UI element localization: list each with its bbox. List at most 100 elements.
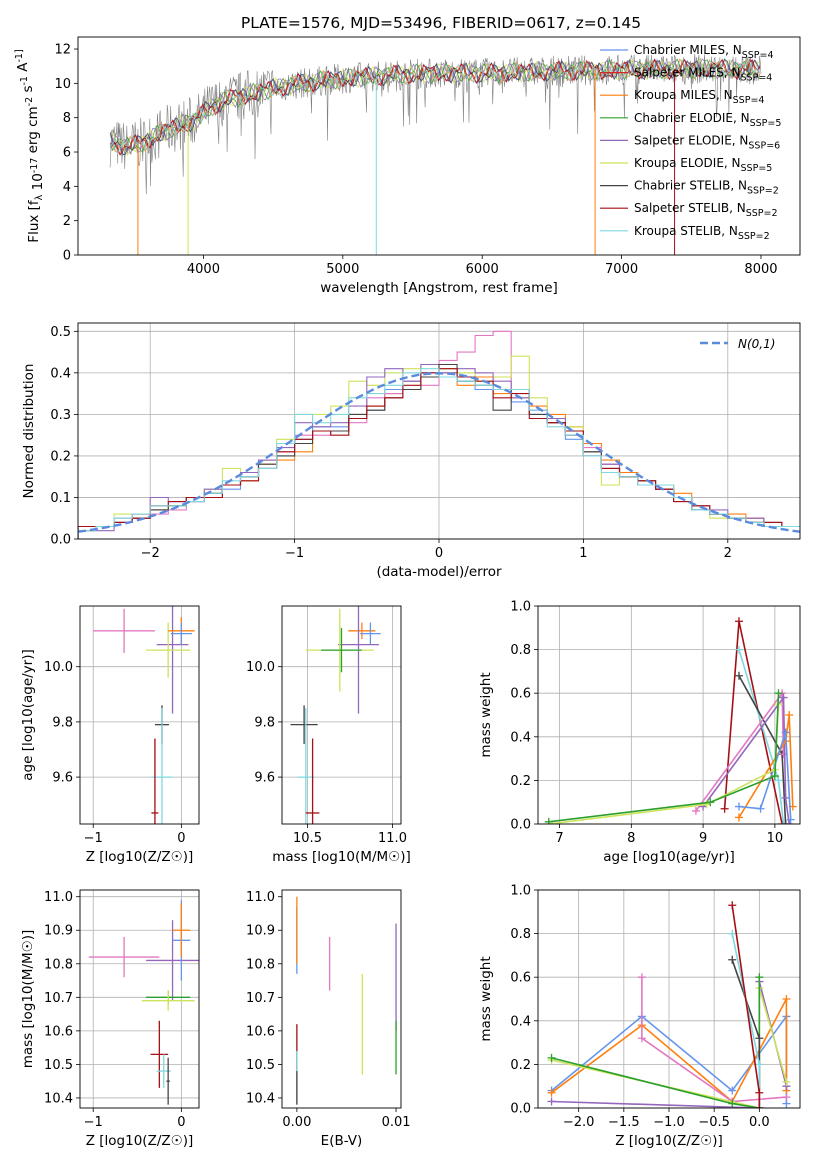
mass-weight-marker <box>755 1088 764 1097</box>
mass-weight-marker <box>774 776 783 785</box>
mass-weight-marker <box>637 1034 646 1043</box>
mass-weight-line <box>548 693 780 823</box>
legend-label: Kroupa MILES, NSSP=4 <box>634 88 764 106</box>
mass-weight-marker <box>786 815 795 824</box>
errorbar-point <box>172 903 191 958</box>
axes-mass-vs-EBV: 0.00 0.01 10.4 10.5 10.6 10.7 10.8 10.9 11.0 E(B-… <box>246 889 411 1149</box>
mass-weight-marker <box>756 804 765 813</box>
errorbar-point <box>338 606 379 714</box>
y-tick-label: 0.2 <box>510 1058 531 1073</box>
y-tick-label: 0.8 <box>510 927 531 942</box>
y-tick-label: 10.5 <box>44 1058 73 1073</box>
mass-weight-line <box>738 714 794 818</box>
plot-area-mass-weight-vs-Z <box>547 901 791 1108</box>
errorbar-point <box>305 738 320 824</box>
y-tick-label: 10 <box>54 77 71 92</box>
axes-frame <box>537 605 801 825</box>
spectrum-model-line <box>109 58 761 156</box>
plot-area-mass-weight-vs-age <box>544 617 797 824</box>
axes-frame <box>79 605 200 825</box>
x-axis-label: Z [log10(Z/Z☉)] <box>86 849 194 865</box>
y-axis-label: Normed distribution <box>21 364 37 499</box>
legend-label: Chabrier ELODIE, NSSP=5 <box>634 111 781 129</box>
x-tick-label: 5000 <box>326 262 359 277</box>
x-tick-label: 7000 <box>605 262 638 277</box>
axes-mass-weight-vs-age: 7 8 9 10 0.0 0.2 0.4 0.6 0.8 1.0 age [log10(age/yr… <box>478 600 801 865</box>
mass-weight-marker <box>637 973 646 982</box>
mass-weight-marker <box>734 617 743 626</box>
mass-weight-marker <box>781 728 790 737</box>
mass-weight-marker <box>728 901 737 910</box>
x-tick-label: −1.0 <box>653 1115 685 1130</box>
y-tick-label: 0.2 <box>50 449 71 464</box>
axes-frame <box>281 605 402 825</box>
x-tick-label: −1.5 <box>608 1115 640 1130</box>
errorbar-point <box>170 622 192 645</box>
y-tick-label: 0.6 <box>510 971 531 986</box>
y-tick-label: 4 <box>63 180 71 195</box>
y-tick-label: 10.8 <box>246 957 275 972</box>
y-tick-label: 10.6 <box>44 1024 73 1039</box>
mass-weight-marker <box>720 804 729 813</box>
y-tick-label: 10.9 <box>44 924 73 939</box>
axes-mass-vs-Z: −1 0 10.4 10.5 10.6 10.7 10.8 10.9 11.0 Z [log10(… <box>20 889 200 1149</box>
mass-weight-marker <box>779 693 788 702</box>
y-tick-label: 0.4 <box>50 366 71 381</box>
y-tick-label: 0.0 <box>510 1102 531 1117</box>
mass-weight-marker <box>734 802 743 811</box>
x-tick-label: −1 <box>84 1115 103 1130</box>
errorbar-point <box>151 738 159 824</box>
y-tick-label: 12 <box>54 43 71 58</box>
mass-weight-marker <box>728 1099 737 1108</box>
y-tick-label: 0.6 <box>510 687 531 702</box>
spectrum-model-line <box>109 58 761 155</box>
legend-label: Chabrier MILES, NSSP=4 <box>634 43 774 61</box>
errorbar-point <box>290 705 318 744</box>
spectrum-model-line <box>109 58 761 156</box>
mass-weight-marker <box>547 1088 556 1097</box>
x-tick-label: −2.0 <box>563 1115 595 1130</box>
x-tick-label: 0.01 <box>382 1115 411 1130</box>
mass-weight-marker <box>706 798 715 807</box>
y-tick-label: 10.6 <box>246 1024 275 1039</box>
mass-weight-marker <box>782 1093 791 1102</box>
mass-weight-marker <box>782 995 791 1003</box>
x-tick-label: 7 <box>555 831 563 846</box>
gaussian-curve <box>78 372 800 533</box>
plot-area-residuals <box>78 330 800 539</box>
y-axis-label: mass weight <box>478 672 494 757</box>
x-tick-label: 6000 <box>466 262 499 277</box>
axes-frame <box>79 889 200 1109</box>
histogram-step <box>78 368 800 539</box>
x-tick-label: −2 <box>141 546 160 561</box>
mass-weight-marker <box>547 1053 556 1062</box>
errorbar-point <box>297 708 315 824</box>
mass-weight-marker <box>547 1097 556 1106</box>
x-tick-label: 11.0 <box>378 831 407 846</box>
mass-weight-marker <box>728 955 737 964</box>
mass-weight-marker <box>691 806 700 815</box>
legend-label: Kroupa ELODIE, NSSP=5 <box>634 156 772 174</box>
mass-weight-marker <box>774 689 783 698</box>
y-tick-label: 10.7 <box>246 991 275 1006</box>
x-axis-label: age [log10(age/yr)] <box>603 849 735 865</box>
errorbar-point <box>156 606 189 714</box>
y-tick-label: 0.4 <box>510 730 531 745</box>
y-tick-label: 10.8 <box>44 957 73 972</box>
errorbar-point <box>88 936 160 978</box>
axes-age-vs-mass: 10.5 11.0 9.6 9.8 10.0 mass [log10(M/M☉)] <box>246 605 411 865</box>
x-tick-label: 10 <box>767 831 784 846</box>
x-tick-label: 0 <box>177 1115 185 1130</box>
y-tick-label: 9.6 <box>52 771 73 786</box>
y-tick-label: 6 <box>63 146 71 161</box>
y-tick-label: 0.8 <box>510 643 531 658</box>
y-tick-label: 0.1 <box>50 491 71 506</box>
axes-age-vs-Z: −1 0 9.6 9.8 10.0 Z [log10(Z/Z☉)] age [log10(a… <box>20 605 200 865</box>
x-axis-label: E(B-V) <box>321 1133 363 1149</box>
y-tick-label: 10.4 <box>44 1091 73 1106</box>
legend-label: N(0,1) <box>738 337 775 351</box>
x-tick-label: 2 <box>724 546 732 561</box>
y-tick-label: 0.2 <box>510 774 531 789</box>
mass-weight-marker <box>779 820 788 824</box>
x-axis-label: wavelength [Angstrom, rest frame] <box>320 280 558 296</box>
